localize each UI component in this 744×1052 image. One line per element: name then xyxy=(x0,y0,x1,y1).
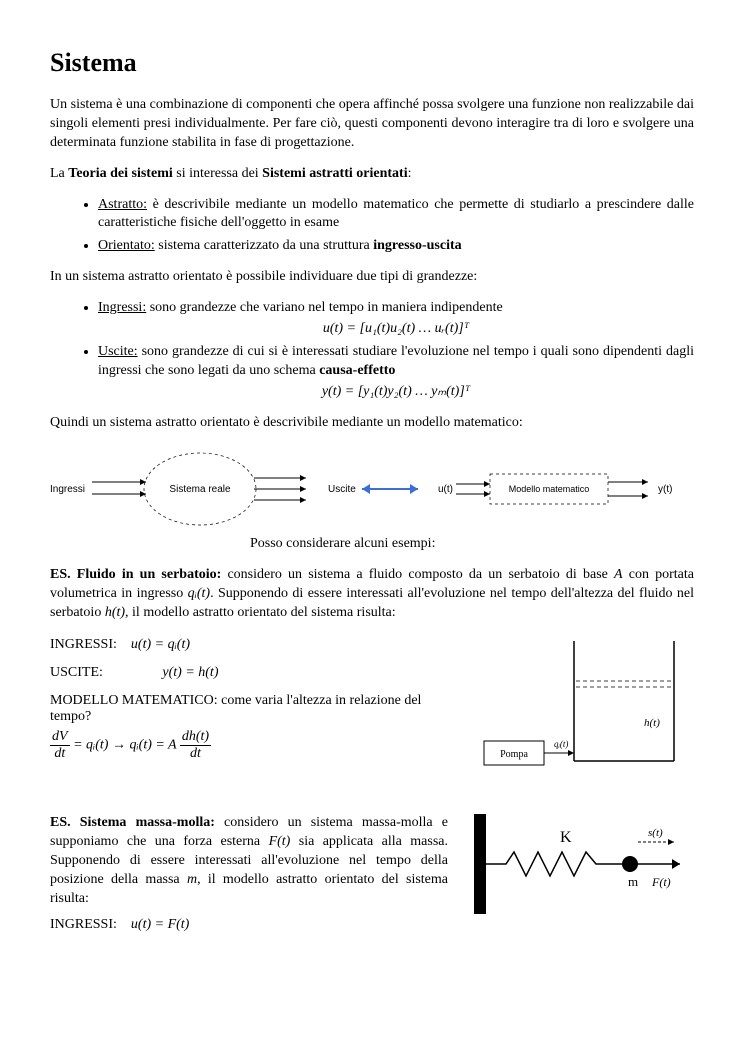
system-diagram: Ingressi Sistema reale Uscite u(t) xyxy=(50,444,694,534)
spring-mass-diagram: K m F(t) s(t) xyxy=(464,814,694,924)
example1-figure: h(t) Pompa qᵢ(t) xyxy=(454,631,694,796)
figure-label: F(t) xyxy=(651,875,671,889)
equation: u(t) = [u₁(t)u₂(t) … uᵣ(t)]ᵀ xyxy=(98,320,694,339)
diagram-svg: Ingressi Sistema reale Uscite u(t) xyxy=(50,444,690,534)
figure-label: K xyxy=(560,829,572,846)
modello-line: MODELLO MATEMATICO: come varia l'altezza… xyxy=(50,693,438,725)
example-title: ES. Sistema massa-molla: xyxy=(50,815,215,830)
intro-paragraph: Un sistema è una combinazione di compone… xyxy=(50,96,694,153)
example2-body: ES. Sistema massa-molla: considero un si… xyxy=(50,814,694,944)
var: qᵢ(t) xyxy=(188,586,210,601)
tank-diagram: h(t) Pompa qᵢ(t) xyxy=(454,631,694,791)
fraction: dh(t) dt xyxy=(180,729,211,762)
list-item: Astratto: è descrivibile mediante un mod… xyxy=(98,196,694,234)
denominator: dt xyxy=(180,746,211,762)
example-title: ES. Fluido in un serbatoio: xyxy=(50,567,221,582)
text: sistema caratterizzato da una struttura xyxy=(155,238,373,253)
var: F(t) xyxy=(269,834,291,849)
text: , il modello astratto orientato del sist… xyxy=(125,605,396,620)
term-underline: Orientato: xyxy=(98,238,155,253)
diagram-label: Uscite xyxy=(328,484,356,495)
ingressi-line: INGRESSI: u(t) = qᵢ(t) xyxy=(50,637,438,653)
list-item: Uscite: sono grandezze di cui si è inter… xyxy=(98,343,694,402)
text: si interessa dei xyxy=(173,166,262,181)
var: h(t) xyxy=(105,605,125,620)
diagram-caption: Posso considerare alcuni esempi: xyxy=(250,536,694,552)
diagram-label: Modello matematico xyxy=(509,484,590,494)
var: m xyxy=(187,872,197,887)
paragraph: Quindi un sistema astratto orientato è d… xyxy=(50,414,694,433)
text: : xyxy=(408,166,412,181)
bold-term: causa-effetto xyxy=(319,363,395,378)
theory-paragraph: La Teoria dei sistemi si interessa dei S… xyxy=(50,165,694,184)
numerator: dh(t) xyxy=(180,729,211,746)
bold-term: ingresso-uscita xyxy=(373,238,461,253)
text: sono grandezze che variano nel tempo in … xyxy=(146,300,502,315)
paragraph: In un sistema astratto orientato è possi… xyxy=(50,268,694,287)
text: considero un sistema a fluido composto d… xyxy=(221,567,614,582)
numerator: dV xyxy=(50,729,70,746)
bold-term: Sistemi astratti orientati xyxy=(262,166,407,181)
figure-label: qᵢ(t) xyxy=(554,739,568,749)
definitions-list: Astratto: è descrivibile mediante un mod… xyxy=(50,196,694,257)
label: USCITE: xyxy=(50,665,103,680)
uscite-line: USCITE: y(t) = h(t) xyxy=(50,665,438,681)
example1-body: INGRESSI: u(t) = qᵢ(t) USCITE: y(t) = h(… xyxy=(50,631,694,796)
figure-label: h(t) xyxy=(644,717,660,729)
io-list: Ingressi: sono grandezze che variano nel… xyxy=(50,299,694,401)
model-equation: dV dt = qᵢ(t) → qᵢ(t) = A dh(t) dt xyxy=(50,729,438,762)
equation: u(t) = F(t) xyxy=(131,917,189,932)
example2-left: ES. Sistema massa-molla: considero un si… xyxy=(50,814,448,944)
example2-figure: K m F(t) s(t) xyxy=(464,814,694,929)
diagram-label: Ingressi xyxy=(50,484,85,495)
example1-heading: ES. Fluido in un serbatoio: considero un… xyxy=(50,566,694,623)
diagram-label: u(t) xyxy=(438,484,453,495)
equation: y(t) = h(t) xyxy=(162,665,218,680)
example1-left: INGRESSI: u(t) = qᵢ(t) USCITE: y(t) = h(… xyxy=(50,631,438,762)
term-underline: Ingressi: xyxy=(98,300,146,315)
example2-heading: ES. Sistema massa-molla: considero un si… xyxy=(50,814,448,908)
term-underline: Astratto: xyxy=(98,197,147,212)
fraction: dV dt xyxy=(50,729,70,762)
figure-label: s(t) xyxy=(648,827,663,839)
text: è descrivibile mediante un modello matem… xyxy=(98,197,694,231)
figure-label: m xyxy=(628,874,638,889)
text: La xyxy=(50,166,68,181)
page-title: Sistema xyxy=(50,48,694,78)
label: INGRESSI: xyxy=(50,637,117,652)
figure-label: Pompa xyxy=(500,749,528,760)
equation: y(t) = [y₁(t)y₂(t) … yₘ(t)]ᵀ xyxy=(98,383,694,402)
denominator: dt xyxy=(50,746,70,762)
page: Sistema Un sistema è una combinazione di… xyxy=(0,0,744,1052)
ingressi-line: INGRESSI: u(t) = F(t) xyxy=(50,917,448,933)
diagram-label: Sistema reale xyxy=(169,484,231,495)
diagram-label: y(t) xyxy=(658,484,672,495)
text: sono grandezze di cui si è interessati s… xyxy=(98,344,694,378)
var: A xyxy=(614,567,623,582)
label: INGRESSI: xyxy=(50,917,117,932)
list-item: Orientato: sistema caratterizzato da una… xyxy=(98,237,694,256)
bold-term: Teoria dei sistemi xyxy=(68,166,172,181)
list-item: Ingressi: sono grandezze che variano nel… xyxy=(98,299,694,339)
equation: u(t) = qᵢ(t) xyxy=(131,637,190,652)
equation-mid: = qᵢ(t) → qᵢ(t) = A xyxy=(73,738,180,753)
term-underline: Uscite: xyxy=(98,344,138,359)
